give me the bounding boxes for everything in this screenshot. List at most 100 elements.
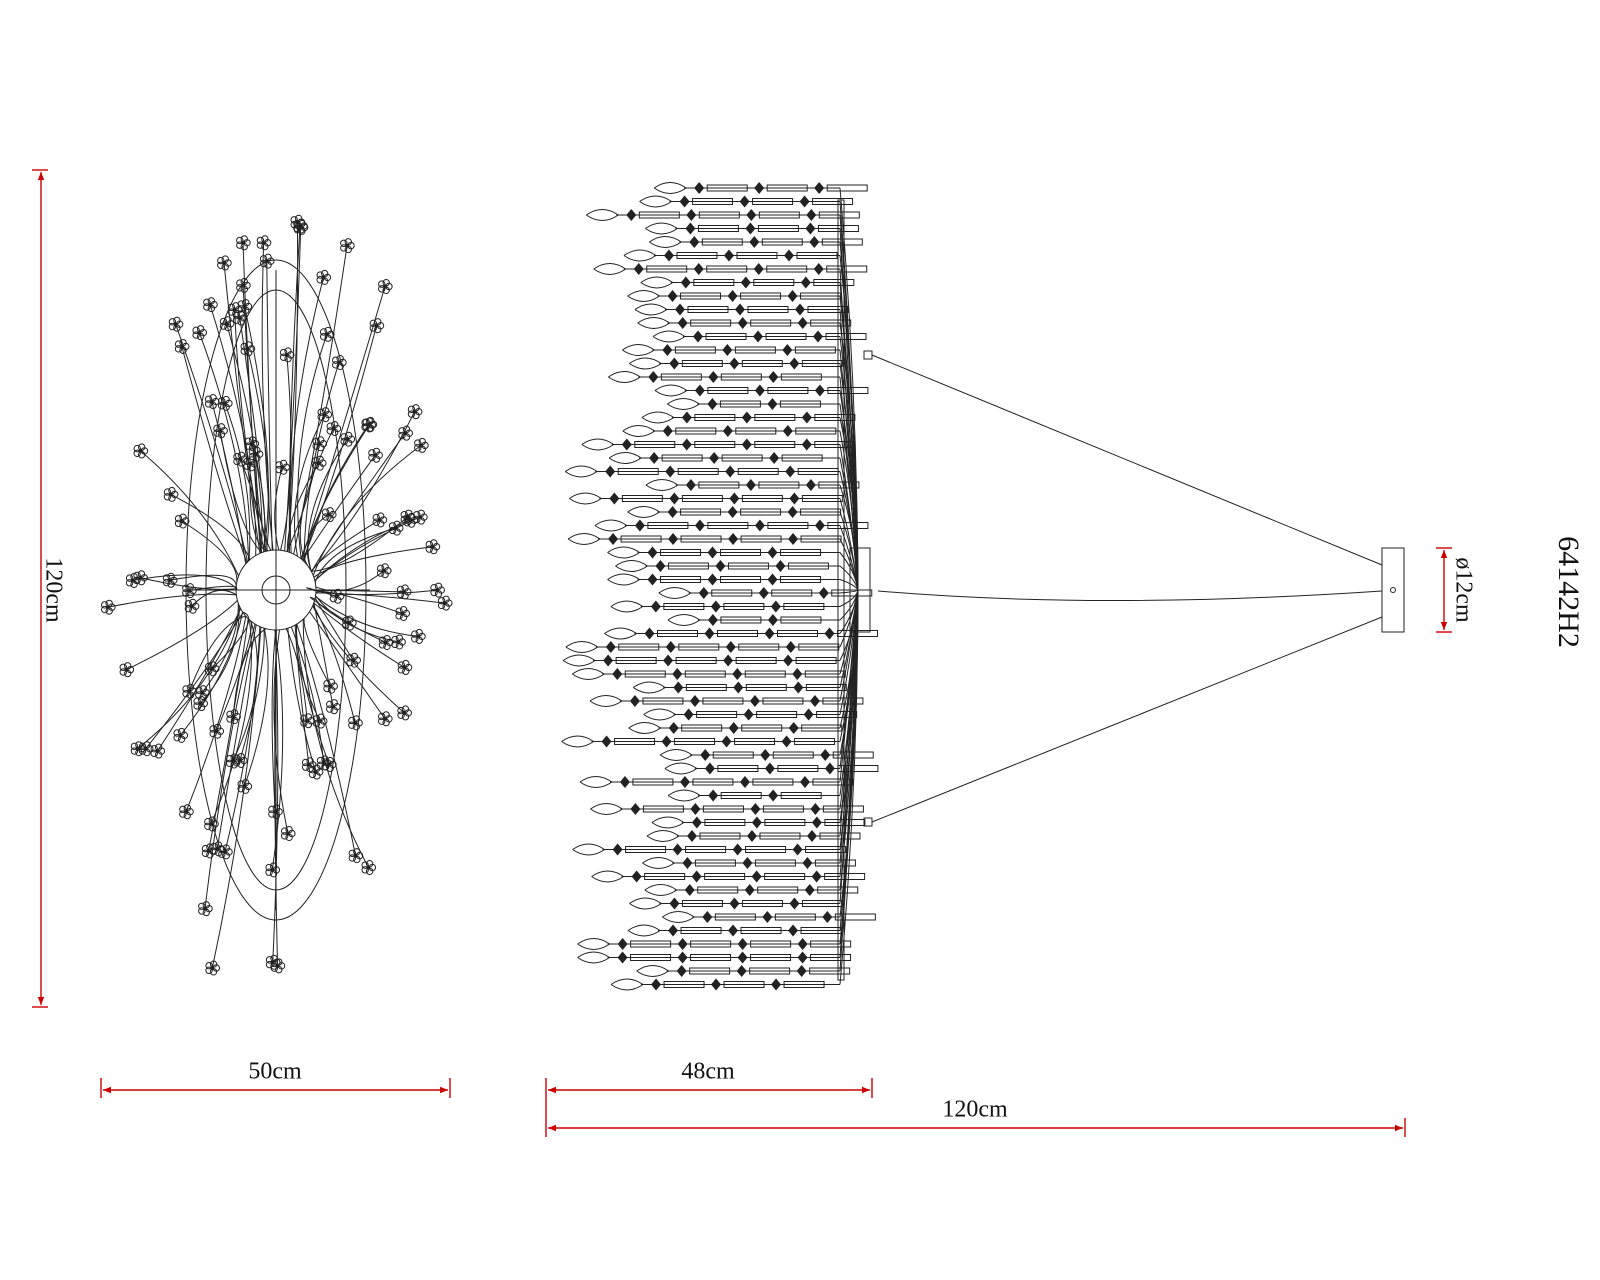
crystal [604,627,638,640]
bead [721,735,732,748]
prism [812,778,854,786]
crystal [561,735,595,748]
prism [660,373,702,381]
prism [620,535,662,543]
prism [805,684,847,691]
flower-petal [376,569,385,577]
prism [826,265,868,273]
flower-center [402,710,407,715]
flower-petal [236,279,244,287]
flower-petal [163,493,172,501]
bead [767,398,778,410]
bead [729,492,740,505]
bead [741,411,752,424]
branch [216,624,257,849]
crystal [623,249,657,262]
hub [235,549,317,631]
prism [624,670,666,678]
flower-petal [323,680,331,688]
flower-petal [414,439,422,447]
flower-petal [332,356,340,364]
prism [795,657,837,664]
bead [739,776,750,788]
flower-petal [256,236,265,245]
flower-petal [293,226,302,234]
flower-center [224,321,229,326]
bead [679,776,690,788]
prism [814,441,856,448]
flower-center [321,760,326,765]
prism [625,846,667,853]
prism [740,508,782,516]
flower-petal [265,863,273,872]
branch [312,445,422,576]
flower-petal [437,597,446,605]
bead [727,290,738,302]
crystal [634,303,668,316]
bead [651,978,662,991]
crystal [658,587,692,599]
flower-petal [437,601,446,610]
flower-center [328,684,333,689]
flower-petal [236,236,244,245]
bead [672,843,683,856]
crystal [607,573,641,586]
bead [733,681,744,694]
bead [820,749,831,761]
bead [737,317,748,329]
flower-center [168,492,173,497]
prism [780,576,822,583]
prism [800,292,842,300]
flower-center [187,689,192,694]
prism [618,643,660,651]
bead [709,452,720,464]
flower-petal [361,866,369,874]
prism [776,630,818,637]
branch [211,611,250,670]
prism [814,414,856,421]
branch [315,589,404,593]
flower-petal [369,319,377,328]
prism [750,940,792,948]
prism [818,481,860,489]
bead [729,897,740,910]
flower-petal [204,662,213,671]
bead [707,546,718,559]
bead [729,357,740,370]
prism [685,684,727,691]
flower-petal [130,747,139,755]
crystal [589,695,623,707]
crystal [610,600,644,613]
bead [782,425,793,437]
bead [689,236,700,248]
crystal [610,978,644,991]
crystal [667,789,702,802]
bead [690,803,701,815]
flower-petal [201,849,210,857]
crystal [629,357,663,370]
branch [302,454,376,561]
bead [727,506,738,518]
crystal [633,681,667,694]
branch [314,598,354,661]
flower-center [305,718,310,723]
flower-petal [204,395,213,403]
prism [681,724,723,732]
crystal [644,884,678,896]
crystal [637,317,671,329]
bead [702,911,713,923]
bead [728,722,739,734]
bead [768,371,779,383]
flower-petal [217,261,225,269]
prism [704,873,746,880]
branch [295,623,321,722]
prism [690,954,732,961]
flower-petal [319,328,328,336]
crystal [642,857,676,869]
flower-petal [397,661,406,669]
flower-petal [321,513,330,521]
flower-center [345,437,350,442]
prism [721,454,763,462]
prism [630,940,672,948]
